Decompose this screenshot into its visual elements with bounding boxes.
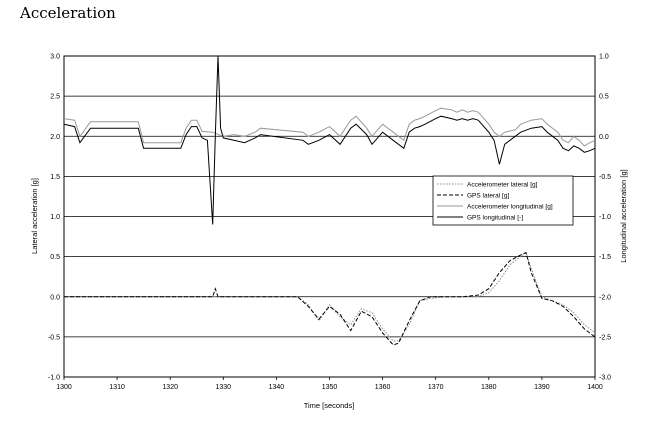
series-line-accelerometer-longitudinal-g <box>63 107 596 147</box>
x-tick-label: 1380 <box>481 384 497 391</box>
x-tick-label: 1390 <box>534 384 550 391</box>
y-left-tick-label: -1.0 <box>48 375 60 382</box>
y-right-tick-label: 1.0 <box>599 54 609 61</box>
y-left-tick-label: 2.0 <box>50 134 60 141</box>
y-axis-left-label: Lateral acceleration [g] <box>30 178 39 254</box>
page-title: Acceleration <box>20 4 116 22</box>
legend-label: GPS lateral [g] <box>467 193 509 200</box>
y-left-tick-label: 2.5 <box>50 94 60 101</box>
y-left-tick-label: -0.5 <box>48 334 60 341</box>
y-right-tick-label: -1.5 <box>599 254 611 261</box>
y-left-tick-label: 0.5 <box>50 254 60 261</box>
legend-label: GPS longitudinal [-] <box>467 215 523 222</box>
y-left-tick-label: 1.5 <box>50 174 60 181</box>
tick-labels: 1300 1310 1320 1330 1340 1350 1360 1370 1380 1390… <box>48 54 611 392</box>
x-tick-label: 1370 <box>428 384 444 391</box>
y-right-tick-label: -2.5 <box>599 334 611 341</box>
series-layer <box>63 55 596 346</box>
x-tick-label: 1320 <box>162 384 178 391</box>
y-left-tick-label: 0.0 <box>50 294 60 301</box>
y-left-tick-label: 3.0 <box>50 54 60 61</box>
series-line-gps-longitudinal <box>63 55 596 225</box>
x-tick-label: 1400 <box>587 384 603 391</box>
y-left-tick-label: 1.0 <box>50 214 60 221</box>
x-tick-label: 1350 <box>322 384 338 391</box>
series-line-accelerometer-lateral-g <box>64 251 596 342</box>
legend-label: Accelerometer longitudinal [g] <box>467 204 553 211</box>
x-tick-label: 1330 <box>216 384 232 391</box>
legend: Accelerometer lateral [g] GPS lateral [g]… <box>432 175 574 226</box>
y-right-tick-label: 0.5 <box>599 94 609 101</box>
series-line-gps-lateral-g <box>64 251 596 346</box>
x-axis-label: Time [seconds] <box>304 401 355 410</box>
x-tick-label: 1310 <box>109 384 125 391</box>
y-right-tick-label: -2.0 <box>599 294 611 301</box>
y-right-tick-label: -1.0 <box>599 214 611 221</box>
x-tick-label: 1300 <box>56 384 72 391</box>
y-right-tick-label: 0.0 <box>599 134 609 141</box>
y-right-tick-label: -3.0 <box>599 375 611 382</box>
legend-label: Accelerometer lateral [g] <box>467 182 538 189</box>
y-right-tick-label: -0.5 <box>599 174 611 181</box>
y-axis-right-label: Longitudinal acceleration [g] <box>619 169 628 262</box>
x-tick-label: 1340 <box>269 384 285 391</box>
x-tick-label: 1360 <box>375 384 391 391</box>
